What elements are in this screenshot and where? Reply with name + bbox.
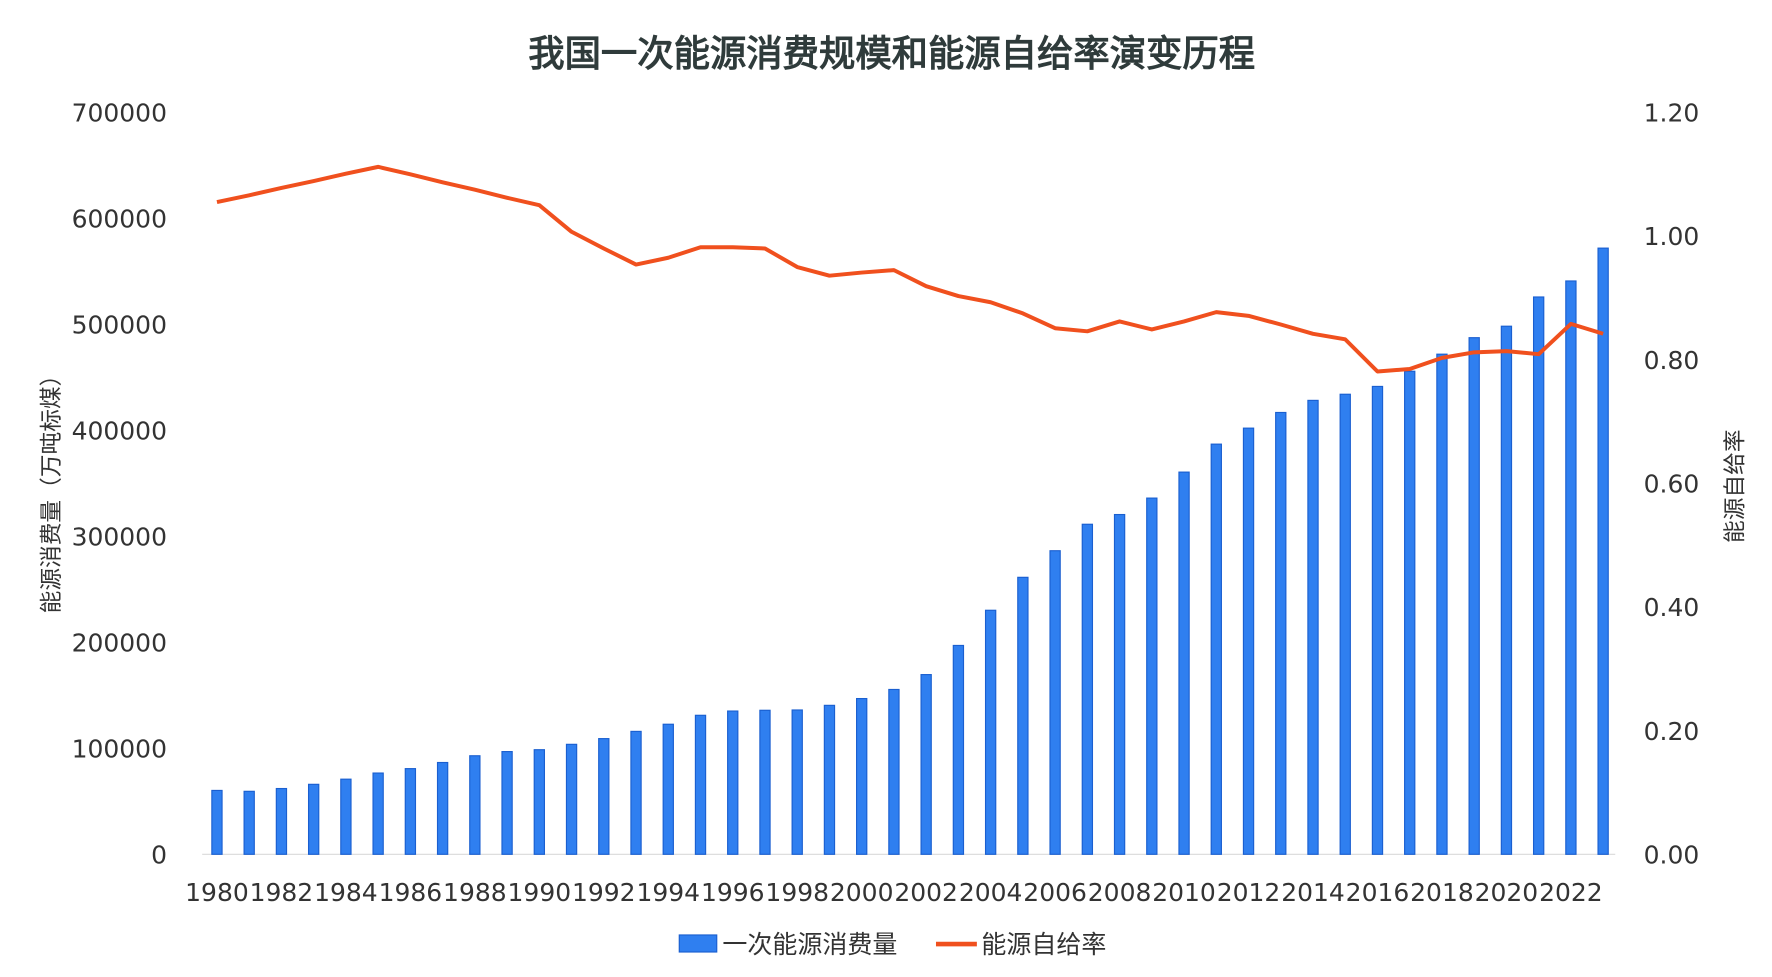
bar-1993 xyxy=(630,730,642,855)
bar-1986 xyxy=(404,768,417,855)
bar-2014 xyxy=(1307,399,1319,855)
x-tick-label: 1988 xyxy=(443,878,507,907)
bar-series xyxy=(211,247,1609,855)
bar-2016 xyxy=(1371,385,1384,855)
bar-2012 xyxy=(1242,427,1255,855)
right-axis-label: 能源自给率 xyxy=(1722,429,1748,543)
x-tick-label: 1996 xyxy=(701,878,765,907)
bar-2003 xyxy=(952,644,965,855)
x-tick-label: 1998 xyxy=(765,878,829,907)
y-tick-label: 300000 xyxy=(72,522,167,551)
bar-1997 xyxy=(759,709,771,855)
y2-tick-label: 1.20 xyxy=(1644,99,1700,128)
x-tick-label: 2002 xyxy=(894,878,958,907)
bar-1999 xyxy=(823,704,836,855)
y2-tick-label: 0.60 xyxy=(1644,469,1700,498)
bar-2013 xyxy=(1275,411,1287,855)
x-tick-label: 2012 xyxy=(1217,878,1281,907)
bar-1985 xyxy=(372,772,384,855)
right-axis-ticks: 0.00 0.20 0.40 0.60 0.80 1.00 1.20 xyxy=(1644,99,1700,870)
y-tick-label: 600000 xyxy=(72,205,167,234)
y-tick-label: 100000 xyxy=(72,734,167,763)
y2-tick-label: 0.40 xyxy=(1644,593,1700,622)
y-tick-label: 0 xyxy=(151,840,167,869)
bar-2020 xyxy=(1500,325,1513,855)
y2-tick-label: 1.00 xyxy=(1644,222,1700,251)
bar-2010 xyxy=(1178,471,1190,855)
bar-2004 xyxy=(984,609,997,855)
left-axis-ticks: 0 100000 200000 300000 400000 500000 600000 700… xyxy=(72,99,167,870)
chart-title: 我国一次能源消费规模和能源自给率演变历程 xyxy=(528,32,1255,75)
x-axis-ticks: 1980 1982 1984 1986 1988 1990 1992 1994 1996 1998… xyxy=(185,878,1603,907)
bar-1984 xyxy=(340,778,352,855)
bar-2000 xyxy=(856,697,868,855)
y2-tick-label: 0.20 xyxy=(1644,717,1700,746)
legend: 一次能源消费量 能源自给率 xyxy=(678,930,1106,959)
bar-1996 xyxy=(727,710,739,855)
x-tick-label: 2006 xyxy=(1023,878,1087,907)
bar-1991 xyxy=(565,743,578,855)
x-tick-label: 1990 xyxy=(508,878,572,907)
bar-1981 xyxy=(243,790,255,855)
x-tick-label: 2008 xyxy=(1088,878,1152,907)
self-sufficiency-line xyxy=(216,164,1604,374)
x-tick-label: 2014 xyxy=(1281,878,1345,907)
bar-1988 xyxy=(469,755,481,855)
x-tick-label: 1982 xyxy=(250,878,314,907)
x-tick-label: 2000 xyxy=(830,878,894,907)
bar-2018 xyxy=(1436,353,1448,855)
x-tick-label: 2004 xyxy=(959,878,1023,907)
x-tick-label: 2022 xyxy=(1539,878,1603,907)
bar-2022 xyxy=(1565,280,1577,855)
bar-2002 xyxy=(920,674,932,855)
x-tick-label: 1992 xyxy=(572,878,636,907)
y-tick-label: 400000 xyxy=(72,416,167,445)
line-series xyxy=(216,164,1604,374)
x-tick-label: 1980 xyxy=(185,878,249,907)
bar-1983 xyxy=(307,783,320,855)
bar-1989 xyxy=(501,751,513,855)
x-tick-label: 1984 xyxy=(314,878,378,907)
left-axis-label: 能源消费量（万吨标煤） xyxy=(39,364,65,614)
bar-2017 xyxy=(1404,370,1416,855)
bar-1998 xyxy=(791,709,803,855)
bar-2005 xyxy=(1017,576,1029,855)
y2-tick-label: 0.00 xyxy=(1644,840,1700,869)
bar-1990 xyxy=(533,749,546,855)
legend-label-line: 能源自给率 xyxy=(981,930,1106,959)
x-tick-label: 2018 xyxy=(1410,878,1474,907)
bar-2001 xyxy=(888,688,900,855)
bar-2009 xyxy=(1146,497,1158,855)
bar-2008 xyxy=(1113,513,1126,855)
bar-2019 xyxy=(1468,337,1480,855)
x-tick-label: 1994 xyxy=(636,878,700,907)
legend-label-bar: 一次能源消费量 xyxy=(722,930,897,959)
bar-2007 xyxy=(1081,523,1094,855)
x-tick-label: 2010 xyxy=(1152,878,1216,907)
bar-2006 xyxy=(1049,550,1061,855)
bar-1995 xyxy=(694,714,707,855)
y-tick-label: 500000 xyxy=(72,311,167,340)
x-tick-label: 2020 xyxy=(1475,878,1539,907)
x-tick-label: 2016 xyxy=(1346,878,1410,907)
bar-1992 xyxy=(598,738,610,855)
bar-2021 xyxy=(1532,296,1545,855)
bar-1982 xyxy=(275,787,288,855)
y2-tick-label: 0.80 xyxy=(1644,346,1700,375)
x-tick-label: 1986 xyxy=(379,878,443,907)
bar-1980 xyxy=(211,789,223,855)
bar-2011 xyxy=(1210,443,1222,855)
bar-2015 xyxy=(1339,393,1351,855)
bar-1994 xyxy=(662,723,674,855)
bar-2023 xyxy=(1597,247,1609,855)
bar-1987 xyxy=(436,761,449,855)
y-tick-label: 700000 xyxy=(72,99,167,128)
y-tick-label: 200000 xyxy=(72,628,167,657)
legend-swatch-bar xyxy=(678,934,718,953)
